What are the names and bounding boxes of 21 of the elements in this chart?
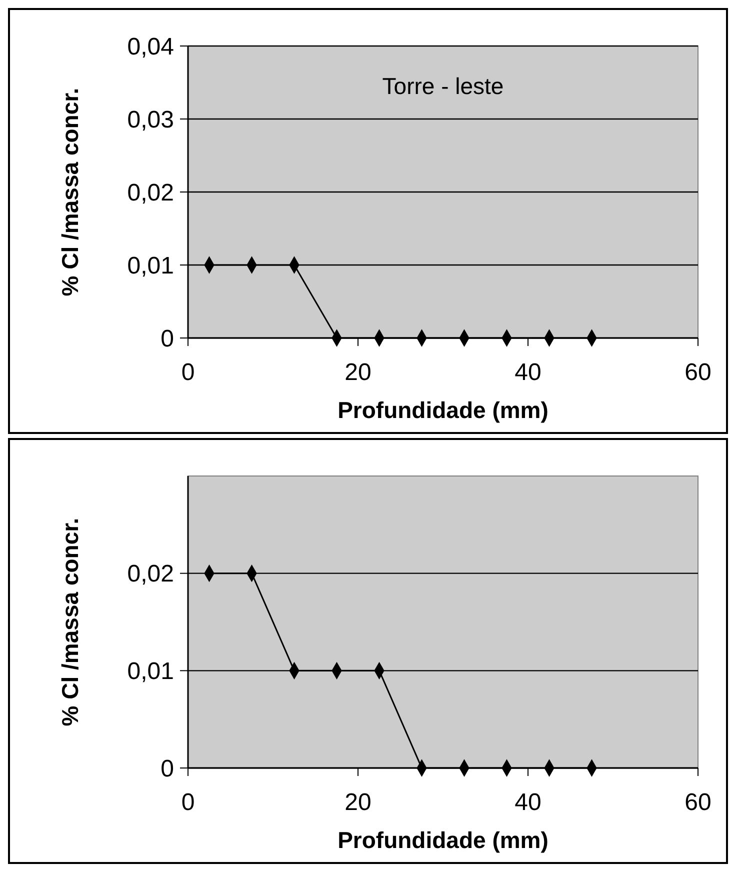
- x-tick-label: 0: [181, 789, 195, 816]
- x-tick-label: 40: [514, 789, 542, 816]
- y-tick-label: 0: [160, 755, 174, 782]
- y-tick-label: 0,01: [127, 658, 174, 686]
- x-axis-title: Profundidade (mm): [338, 827, 548, 853]
- y-tick-label: 0: [160, 325, 174, 352]
- x-tick-label: 60: [684, 789, 712, 816]
- x-tick-label: 20: [344, 789, 372, 816]
- x-tick-label: 20: [344, 359, 372, 386]
- y-tick-label: 0,03: [127, 106, 174, 134]
- y-axis-title: % Cl /massa concr.: [57, 88, 83, 296]
- x-axis-title: Profundidade (mm): [338, 397, 548, 423]
- x-tick-label: 40: [514, 359, 542, 386]
- y-tick-label: 0,01: [127, 252, 174, 280]
- y-tick-label: 0,02: [127, 179, 174, 206]
- x-tick-label: 0: [181, 359, 195, 386]
- y-tick-label: 0,02: [127, 560, 174, 588]
- y-tick-label: 0,04: [127, 33, 174, 60]
- y-axis-title: % Cl /massa concr.: [57, 518, 83, 726]
- x-tick-label: 60: [684, 359, 712, 386]
- text: Torre - leste: [382, 73, 504, 99]
